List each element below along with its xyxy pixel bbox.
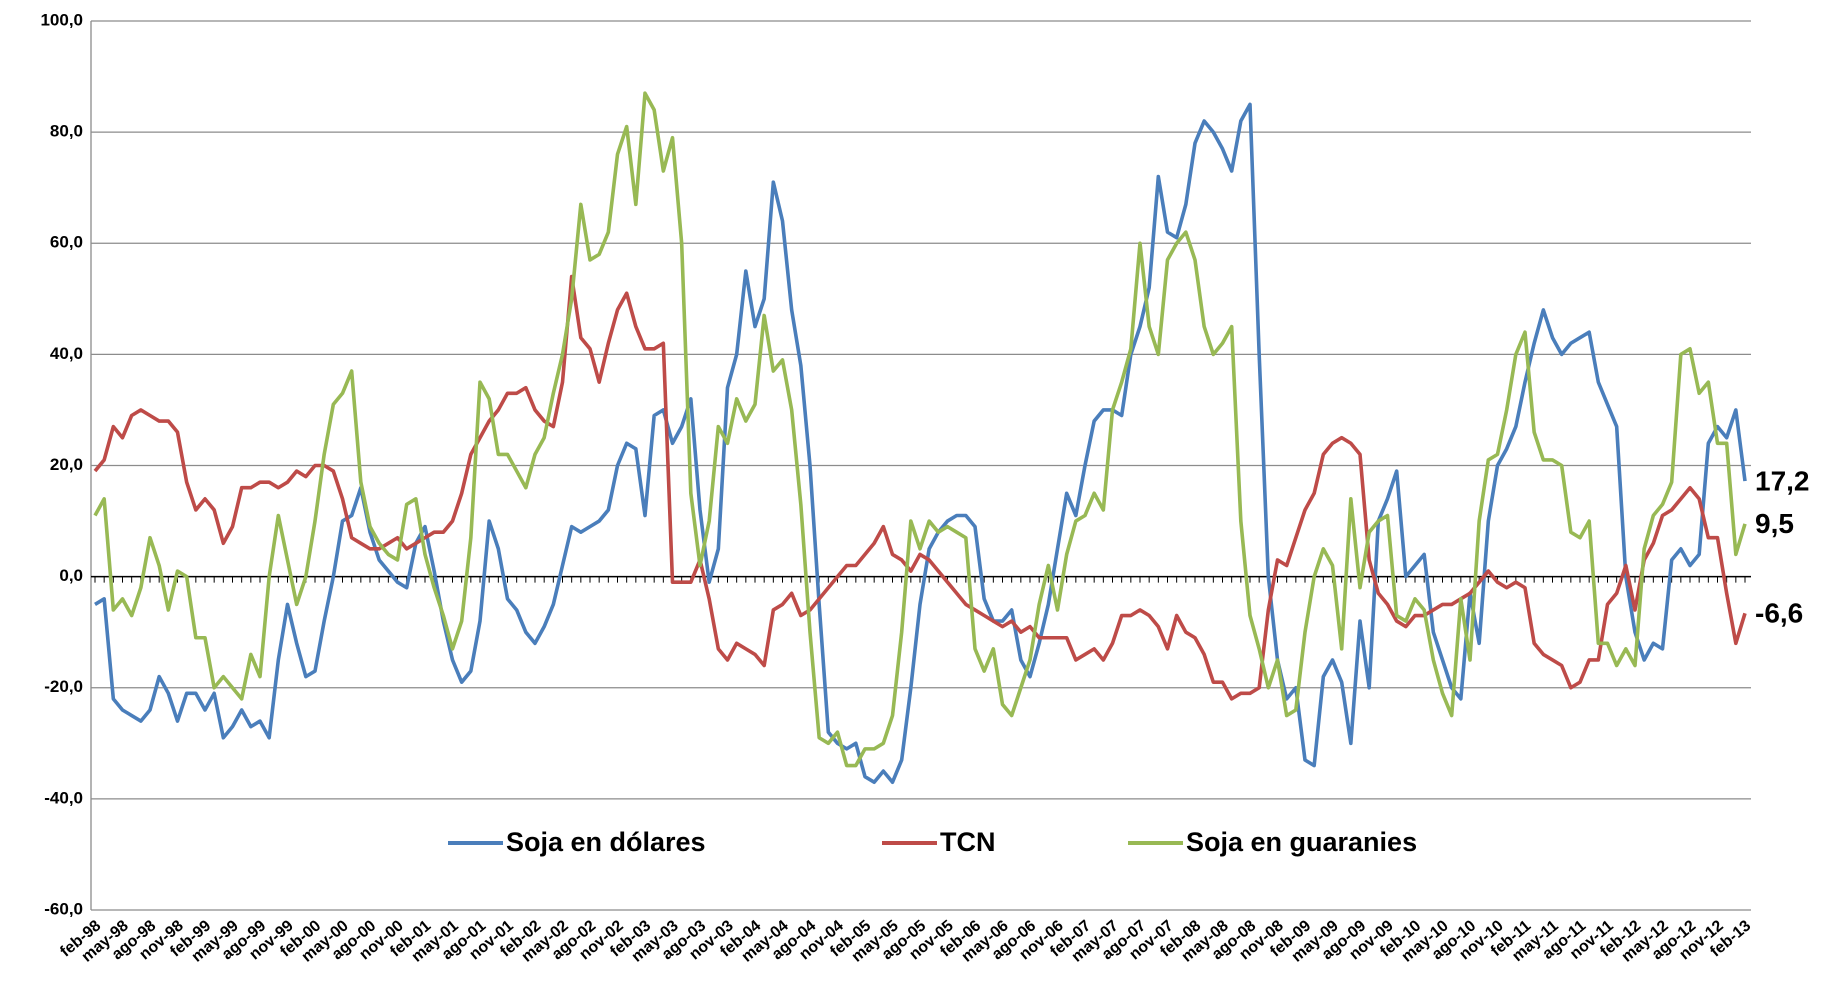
y-tick-label: -60,0 bbox=[44, 899, 83, 918]
legend-label: Soja en guaranies bbox=[1186, 827, 1417, 857]
y-tick-label: 80,0 bbox=[50, 122, 83, 141]
legend-label: TCN bbox=[940, 827, 996, 857]
y-tick-label: 20,0 bbox=[50, 455, 83, 474]
y-tick-label: 0,0 bbox=[59, 566, 83, 585]
legend-label: Soja en dólares bbox=[506, 827, 706, 857]
end-value-label: -6,6 bbox=[1755, 598, 1803, 629]
y-tick-label: 100,0 bbox=[40, 10, 83, 29]
end-value-label: 9,5 bbox=[1755, 508, 1794, 539]
y-tick-label: -40,0 bbox=[44, 788, 83, 807]
series-line bbox=[93, 91, 1747, 768]
end-value-label: 17,2 bbox=[1755, 465, 1810, 496]
y-tick-label: -20,0 bbox=[44, 677, 83, 696]
y-tick-label: 60,0 bbox=[50, 233, 83, 252]
y-tick-label: 40,0 bbox=[50, 344, 83, 363]
series-line bbox=[93, 274, 1747, 701]
